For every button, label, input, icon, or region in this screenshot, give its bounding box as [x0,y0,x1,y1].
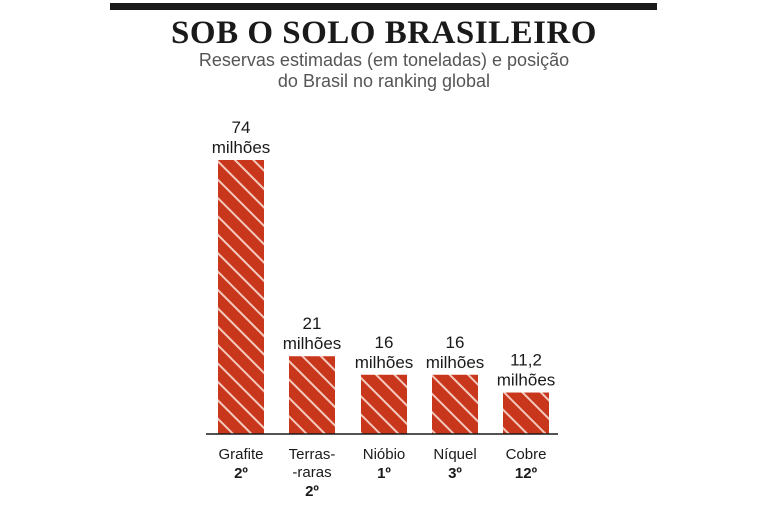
bar-value-label: 74 [232,118,251,137]
category-label: Níquel [433,446,476,463]
bar-value-label: 11,2 [510,351,542,370]
category-label: Cobre [506,446,547,463]
bar-value-unit-label: milhões [212,138,271,157]
rank-label: 2º [305,483,319,500]
bar-value-unit-label: milhões [497,371,556,390]
category-label: -raras [292,464,331,481]
bar-value-label: 16 [375,333,394,352]
bar [503,392,549,434]
category-label: Terras- [289,446,336,463]
rank-label: 2º [234,465,248,482]
rank-label: 1º [377,465,391,482]
bar [361,374,407,434]
top-rule [110,3,657,10]
chart-title: SOB O SOLO BRASILEIRO [171,15,597,51]
bar-value-unit-label: milhões [426,353,485,372]
category-label: Nióbio [363,446,406,463]
chart-subtitle-line-2: do Brasil no ranking global [277,71,491,91]
bar [432,374,478,434]
rank-label: 12º [515,465,538,482]
bars-layer [218,160,549,434]
bar [218,160,264,434]
bar [289,356,335,434]
chart-subtitle-line-1: Reservas estimadas (em toneladas) e posi… [198,50,570,70]
bar-value-label: 16 [446,333,465,352]
bar-value-label: 21 [303,314,322,333]
rank-label: 3º [448,465,462,482]
labels-layer: 74milhõesGrafite2º21milhõesTerras--raras… [212,118,556,500]
bar-value-unit-label: milhões [355,353,414,372]
bar-value-unit-label: milhões [283,334,342,353]
category-label: Grafite [218,446,263,463]
